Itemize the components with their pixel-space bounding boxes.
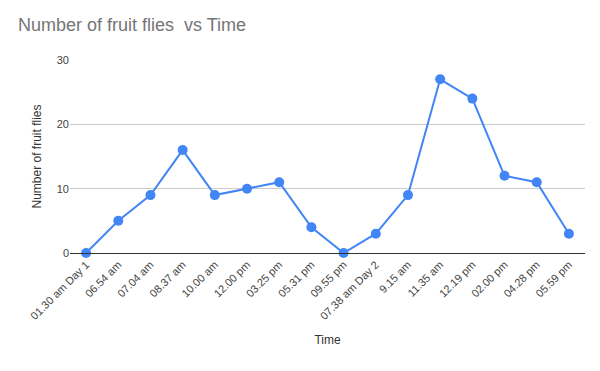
svg-text:12.00 pm: 12.00 pm <box>211 259 252 300</box>
svg-text:09.55 pm: 09.55 pm <box>308 259 349 300</box>
svg-text:01.30 am Day 1: 01.30 am Day 1 <box>28 259 91 322</box>
svg-text:Number of fruit flies vs Time: Number of fruit flies vs Time <box>18 15 246 35</box>
svg-text:04.28 pm: 04.28 pm <box>501 259 542 300</box>
svg-text:07.38 am Day 2: 07.38 am Day 2 <box>318 259 381 322</box>
svg-text:05.59 pm: 05.59 pm <box>533 259 574 300</box>
svg-text:03.25 pm: 03.25 pm <box>244 259 285 300</box>
svg-text:02.00 pm: 02.00 pm <box>469 259 510 300</box>
svg-text:20: 20 <box>57 118 69 130</box>
svg-text:Number of fruit flies: Number of fruit flies <box>30 104 44 208</box>
svg-text:Time: Time <box>314 333 341 347</box>
svg-text:11.35 am: 11.35 am <box>405 259 445 299</box>
svg-text:9.15 am: 9.15 am <box>377 259 414 296</box>
svg-text:30: 30 <box>57 54 69 66</box>
svg-text:05.31 pm: 05.31 pm <box>276 259 317 300</box>
svg-text:10: 10 <box>57 183 69 195</box>
svg-text:10.00 am: 10.00 am <box>179 259 220 300</box>
svg-text:0: 0 <box>63 247 69 259</box>
svg-text:06.54 am: 06.54 am <box>83 259 124 300</box>
svg-text:07.04 am: 07.04 am <box>115 259 156 300</box>
svg-text:12.19 pm: 12.19 pm <box>437 259 478 300</box>
svg-text:08.37 am: 08.37 am <box>147 259 188 300</box>
